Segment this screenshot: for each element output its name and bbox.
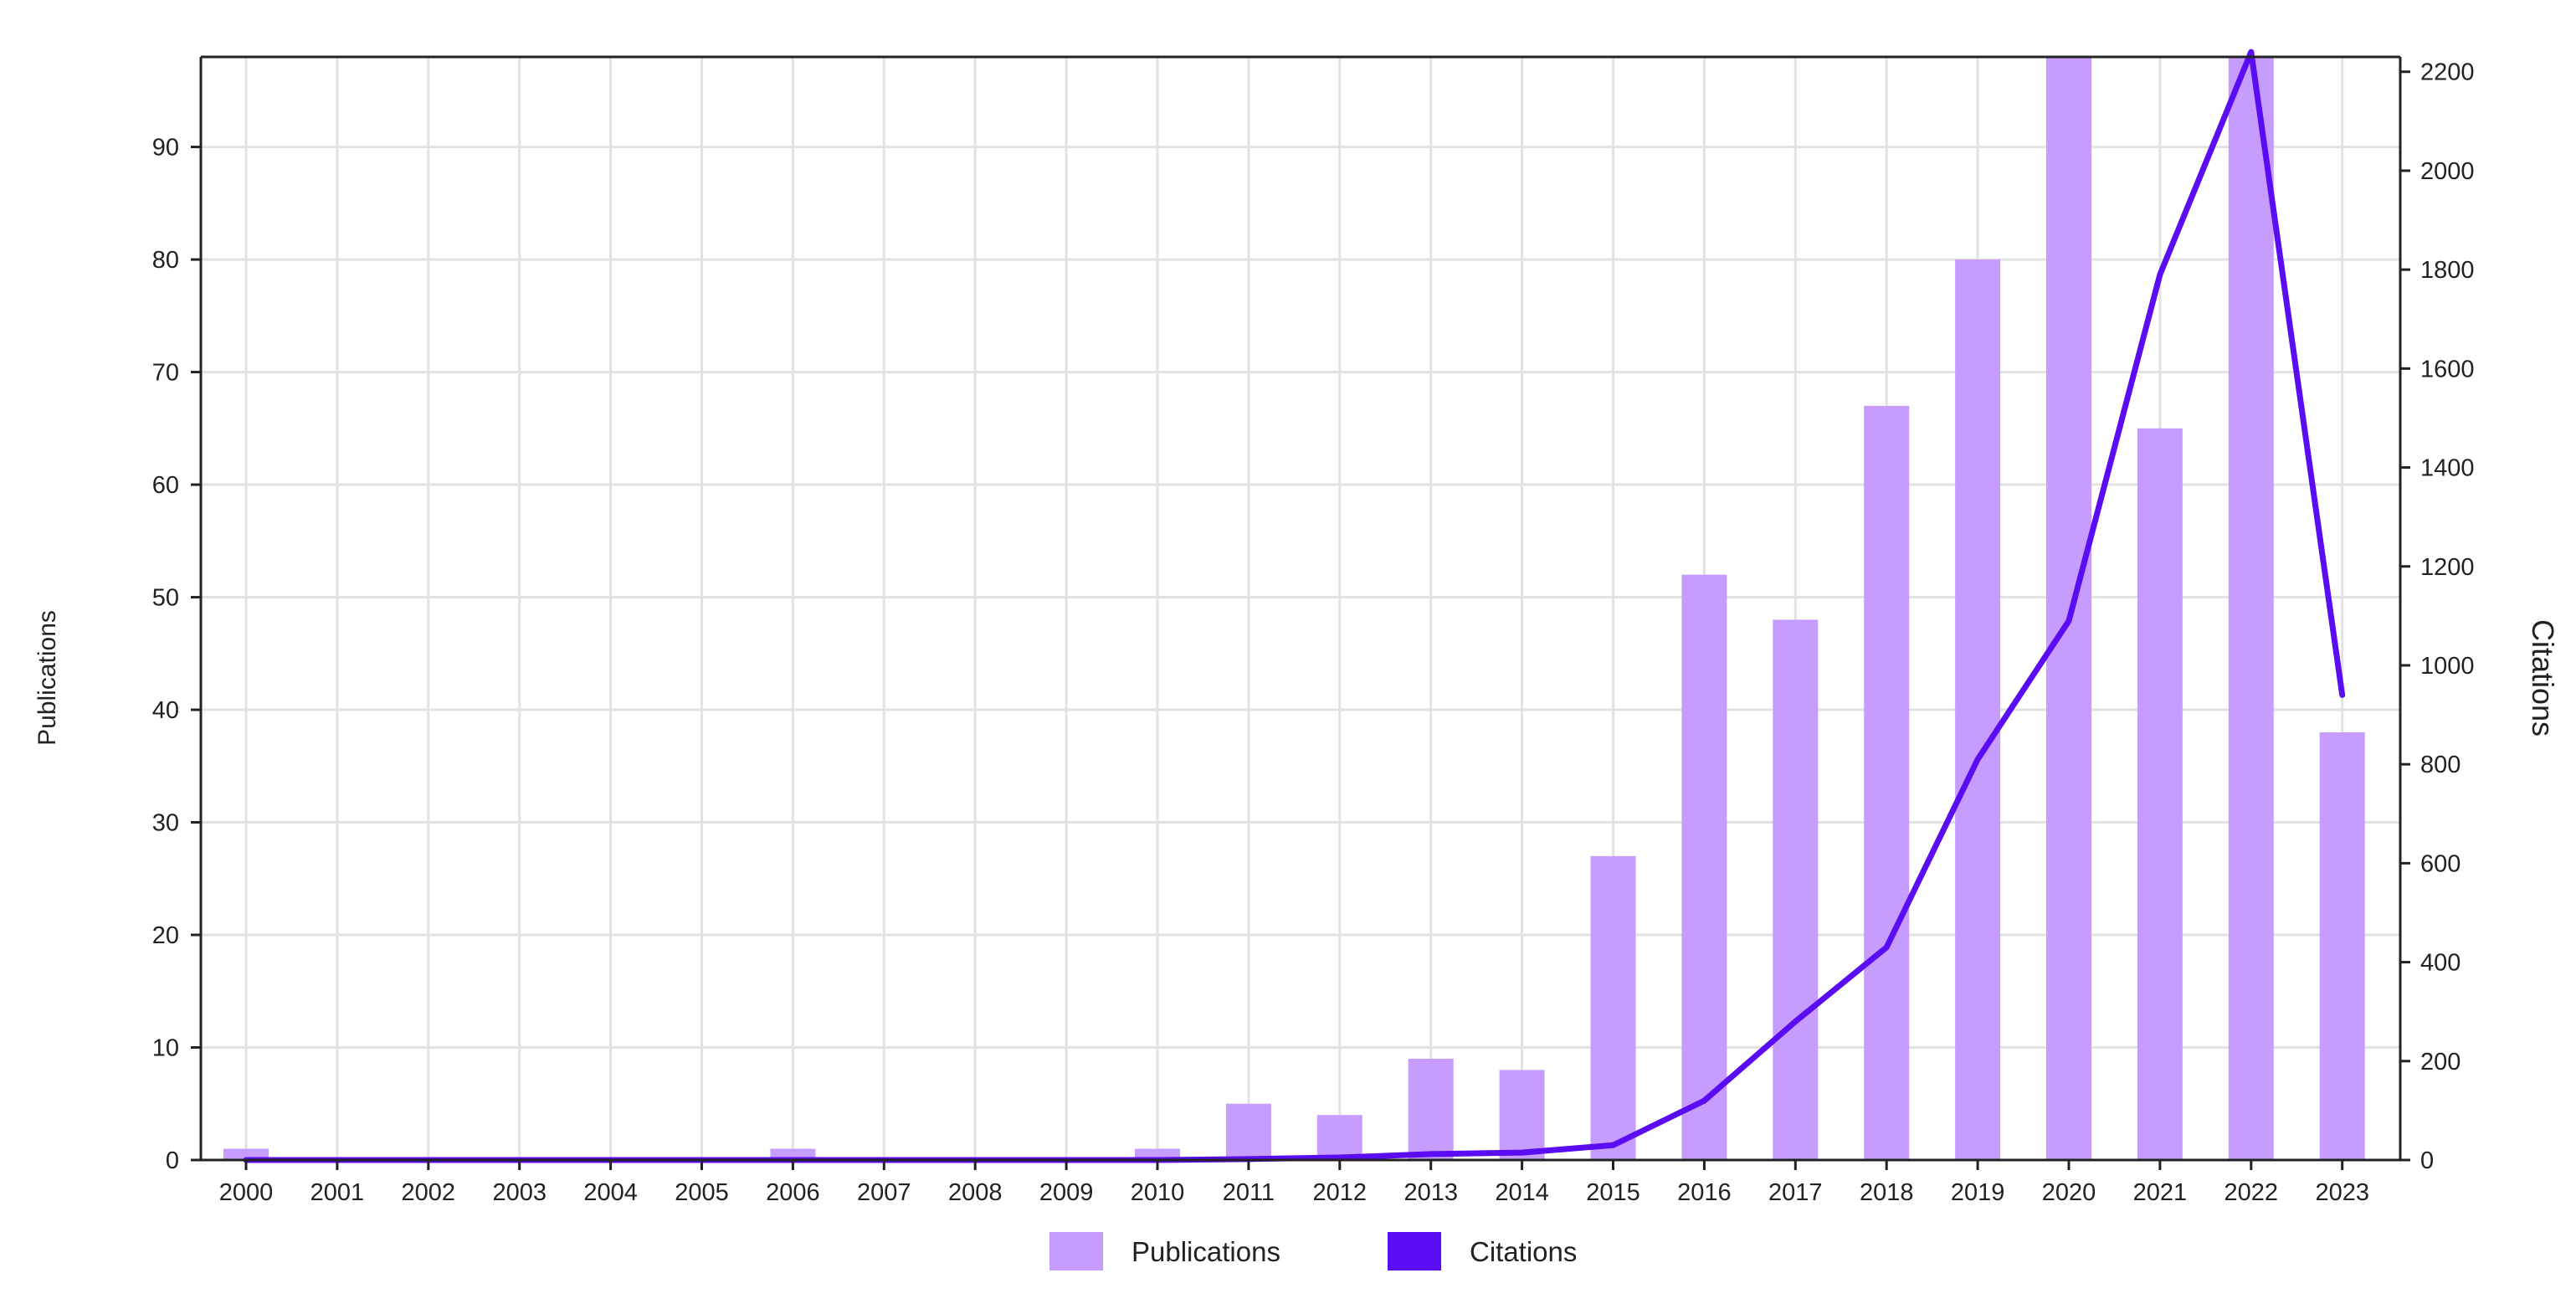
- legend: Publications Citations: [1049, 1232, 1577, 1270]
- x-tick-label: 2002: [402, 1179, 456, 1206]
- y2-tick-label: 1200: [2420, 554, 2475, 581]
- y-tick-label: 10: [152, 1035, 179, 1062]
- x-tick-label: 2023: [2315, 1179, 2369, 1206]
- publications-bars: [223, 57, 2365, 1161]
- y-tick-label: 40: [152, 697, 179, 724]
- y-tick-label: 0: [166, 1147, 179, 1174]
- bar-publications-2017: [1773, 619, 1819, 1160]
- y-tick-label: 70: [152, 360, 179, 387]
- x-tick-label: 2014: [1495, 1179, 1549, 1206]
- bar-publications-2012: [1316, 1115, 1362, 1160]
- x-tick-label: 2006: [766, 1179, 820, 1206]
- bar-publications-2016: [1681, 574, 1727, 1160]
- legend-swatch-publications: [1049, 1232, 1103, 1270]
- x-tick-label: 2013: [1403, 1179, 1458, 1206]
- y-tick-label: 50: [152, 585, 179, 612]
- x-tick-label: 2000: [219, 1179, 274, 1206]
- bar-publications-2019: [1955, 259, 2001, 1160]
- y2-tick-label: 2200: [2420, 59, 2475, 86]
- y2-tick-label: 1600: [2420, 356, 2475, 382]
- x-tick-label: 2021: [2133, 1179, 2188, 1206]
- y2-tick-label: 600: [2420, 850, 2461, 877]
- y2-tick-label: 1400: [2420, 455, 2475, 482]
- legend-swatch-citations: [1388, 1232, 1441, 1270]
- x-tick-label: 2001: [310, 1179, 365, 1206]
- x-tick-label: 2022: [2224, 1179, 2279, 1206]
- x-tick-label: 2008: [948, 1179, 1003, 1206]
- y2-tick-label: 0: [2420, 1147, 2434, 1174]
- y-axis-title: Publications: [33, 610, 61, 746]
- bar-publications-2022: [2228, 57, 2274, 1160]
- legend-label-publications: Publications: [1131, 1236, 1280, 1267]
- bar-publications-2011: [1225, 1103, 1271, 1160]
- x-tick-label: 2017: [1768, 1179, 1823, 1206]
- x-tick-label: 2011: [1223, 1179, 1275, 1206]
- x-tick-label: 2004: [583, 1179, 638, 1206]
- x-tick-label: 2010: [1131, 1179, 1185, 1206]
- y2-axis-title: Citations: [2526, 619, 2560, 737]
- citations-line-group: [243, 49, 2346, 1163]
- bar-publications-2020: [2046, 57, 2091, 1160]
- y2-tick-label: 1000: [2420, 653, 2475, 680]
- x-tick-label: 2005: [675, 1179, 729, 1206]
- bar-publications-2014: [1499, 1070, 1545, 1160]
- legend-label-citations: Citations: [1470, 1236, 1577, 1267]
- x-tick-label: 2012: [1313, 1179, 1368, 1206]
- bar-publications-2015: [1590, 855, 1636, 1160]
- y-tick-label: 20: [152, 922, 179, 949]
- x-tick-label: 2016: [1677, 1179, 1732, 1206]
- y-tick-label: 60: [152, 472, 179, 499]
- y2-tick-label: 800: [2420, 752, 2461, 778]
- y-tick-label: 90: [152, 135, 179, 162]
- y-tick-label: 30: [152, 810, 179, 837]
- x-tick-label: 2007: [857, 1179, 911, 1206]
- x-tick-label: 2019: [1951, 1179, 2005, 1206]
- bar-publications-2023: [2319, 732, 2365, 1160]
- y-tick-label: 80: [152, 247, 179, 274]
- bar-publications-2021: [2137, 428, 2183, 1161]
- y2-tick-label: 1800: [2420, 257, 2475, 284]
- x-tick-label: 2009: [1039, 1179, 1094, 1206]
- y2-tick-label: 2000: [2420, 158, 2475, 185]
- y2-tick-label: 200: [2420, 1049, 2461, 1075]
- x-tick-label: 2020: [2042, 1179, 2096, 1206]
- x-tick-label: 2015: [1586, 1179, 1640, 1206]
- bar-publications-2018: [1864, 405, 1910, 1161]
- x-tick-label: 2018: [1860, 1179, 1914, 1206]
- axes: 0 10 20 30 40 50 60 70 80 90 0 200 400 600 800 1000 1200…: [152, 55, 2475, 1206]
- y2-tick-label: 400: [2420, 950, 2461, 977]
- bar-publications-2013: [1408, 1058, 1454, 1160]
- citations-line: [243, 49, 2346, 1163]
- x-tick-label: 2003: [492, 1179, 547, 1206]
